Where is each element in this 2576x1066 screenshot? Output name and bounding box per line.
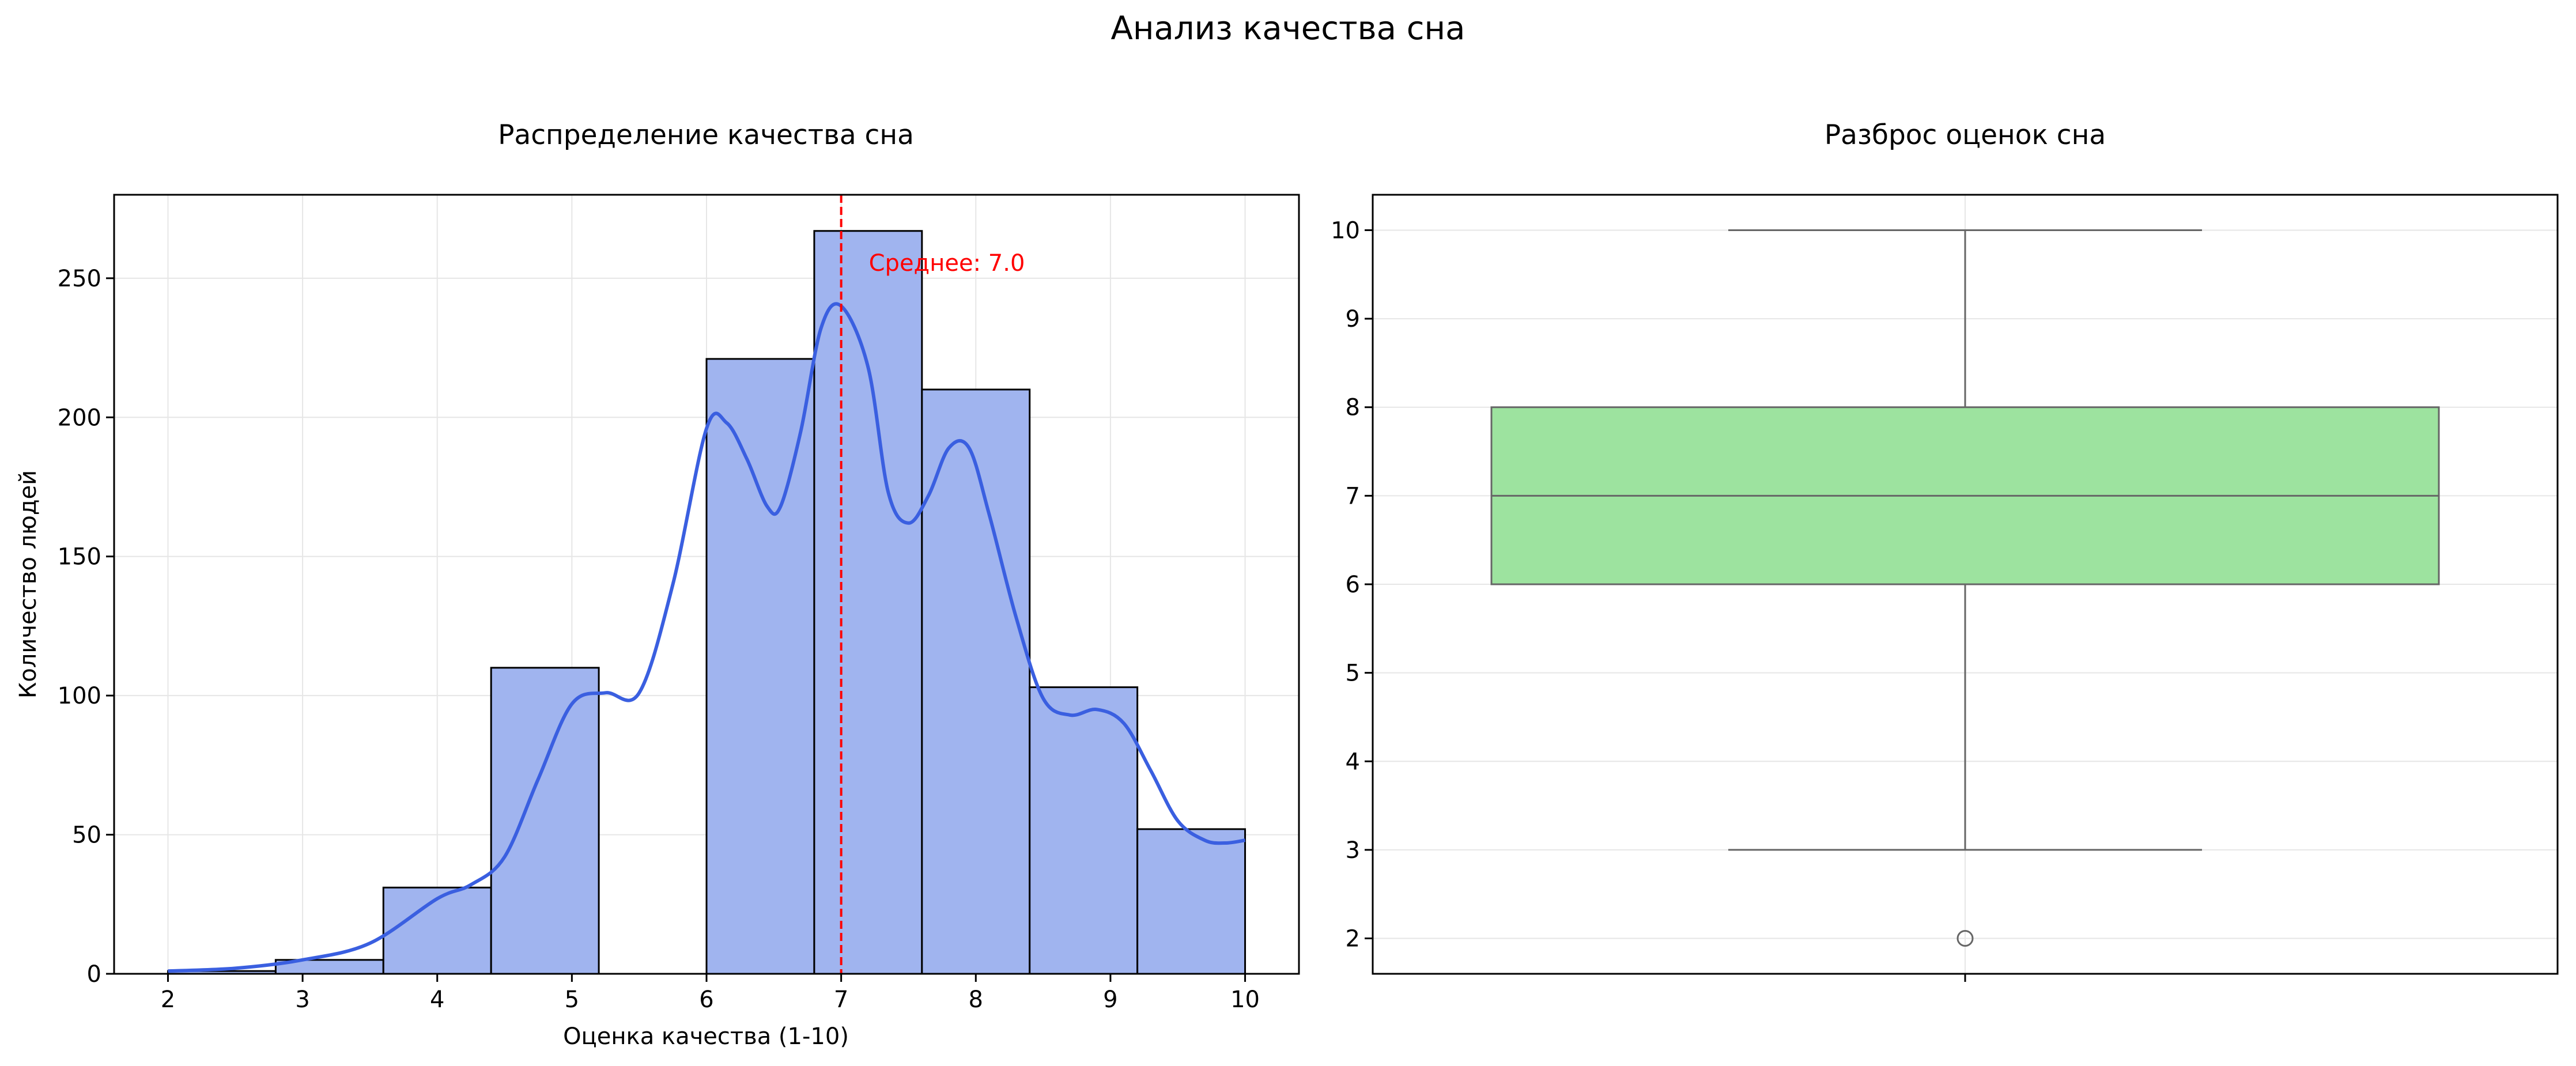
mean-label: Среднее: 7.0 [869,250,1025,277]
y-tick-label: 5 [1346,660,1360,687]
x-tick-label: 2 [161,986,175,1013]
y-tick-label: 7 [1346,483,1360,509]
y-tick-label: 6 [1346,572,1360,598]
y-tick-label: 250 [58,266,101,292]
y-tick-label: 9 [1346,306,1360,332]
y-tick-label: 2 [1346,926,1360,952]
boxplot-panel: Разброс оценок сна 2 3 4 5 6 7 8 9 10 [1331,119,2559,982]
x-tick-label: 5 [565,986,579,1013]
histogram-title: Распределение качества сна [498,119,914,151]
x-tick-label: 3 [295,986,309,1013]
y-tick-label: 150 [58,544,101,570]
histogram-y-axis-label: Количество людей [15,470,41,698]
histogram-bar [1029,686,1139,975]
x-tick-label: 8 [969,986,983,1013]
histogram-y-ticks: 0 50 100 150 200 250 [58,266,114,988]
outlier-point [1956,930,1974,947]
figure-suptitle: Анализ качества сна [1111,10,1465,47]
boxplot-y-ticks: 2 3 4 5 6 7 8 9 10 [1331,217,1373,952]
histogram-panel: Распределение качества сна Среднее: 7.0 … [15,119,1300,1050]
y-tick-label: 10 [1331,217,1360,244]
x-tick-label: 9 [1103,986,1117,1013]
kde-curve [168,302,1246,973]
x-tick-label: 4 [430,986,444,1013]
y-tick-label: 8 [1346,395,1360,421]
x-tick-label: 10 [1230,986,1260,1013]
x-tick-label: 7 [834,986,848,1013]
x-tick-label: 6 [699,986,713,1013]
boxplot-title: Разброс оценок сна [1825,119,2106,151]
y-tick-label: 100 [58,683,101,709]
histogram-x-ticks: 2 3 4 5 6 7 8 9 10 [161,974,1260,1013]
histogram-bar [921,388,1031,975]
boxplot-body [1490,229,2440,947]
histogram-bar [1136,828,1247,975]
y-tick-label: 3 [1346,837,1360,864]
histogram-bars [167,230,1247,975]
histogram-bar [813,230,923,975]
y-tick-label: 50 [72,822,101,849]
y-tick-label: 200 [58,405,101,431]
histogram-bar [490,667,600,975]
y-tick-label: 4 [1346,749,1360,775]
histogram-bar [705,358,815,975]
histogram-x-axis-label: Оценка качества (1-10) [563,1023,849,1050]
y-tick-label: 0 [87,961,101,988]
